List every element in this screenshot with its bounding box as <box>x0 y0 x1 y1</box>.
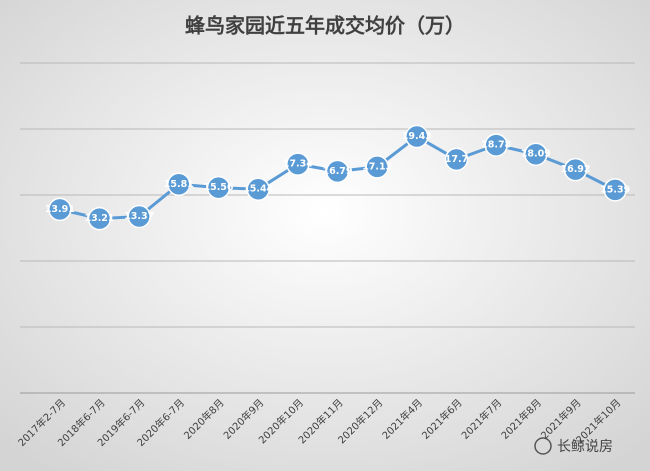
data-label: 16.79 <box>322 166 352 177</box>
marker <box>206 175 231 200</box>
data-label: 18.78 <box>481 140 511 151</box>
marker <box>246 177 270 201</box>
marker <box>325 159 350 184</box>
data-label: 15.81 <box>164 179 194 190</box>
marker <box>365 155 389 179</box>
marker <box>48 197 72 222</box>
data-label: 16.92 <box>560 164 590 175</box>
data-label: 15.39 <box>600 184 630 195</box>
data-label: 15.44 <box>243 184 273 195</box>
marker <box>87 206 112 231</box>
marker <box>127 204 151 229</box>
watermark-group: 长鲸说房 <box>534 437 613 455</box>
marker <box>167 172 191 197</box>
marker <box>405 124 429 149</box>
data-label: 19.43 <box>402 131 432 142</box>
marker <box>444 147 469 172</box>
marker <box>603 178 627 202</box>
data-label: 17.34 <box>283 159 313 170</box>
marker <box>563 157 588 182</box>
data-label: 13.21 <box>84 213 114 224</box>
data-label: 17.7 <box>445 154 468 165</box>
data-label: 13.37 <box>124 211 154 222</box>
marker <box>524 142 548 166</box>
chart-title: 蜂鸟家园近五年成交均价（万） <box>185 14 465 38</box>
marker <box>286 152 310 176</box>
data-label: 13.91 <box>45 204 75 215</box>
data-label: 17.13 <box>362 161 392 172</box>
watermark-icon <box>534 437 552 455</box>
watermark: 长鲸说房 <box>557 439 613 455</box>
marker <box>484 133 508 157</box>
data-label: 15.56 <box>203 182 233 193</box>
data-label: 18.09 <box>521 149 551 160</box>
